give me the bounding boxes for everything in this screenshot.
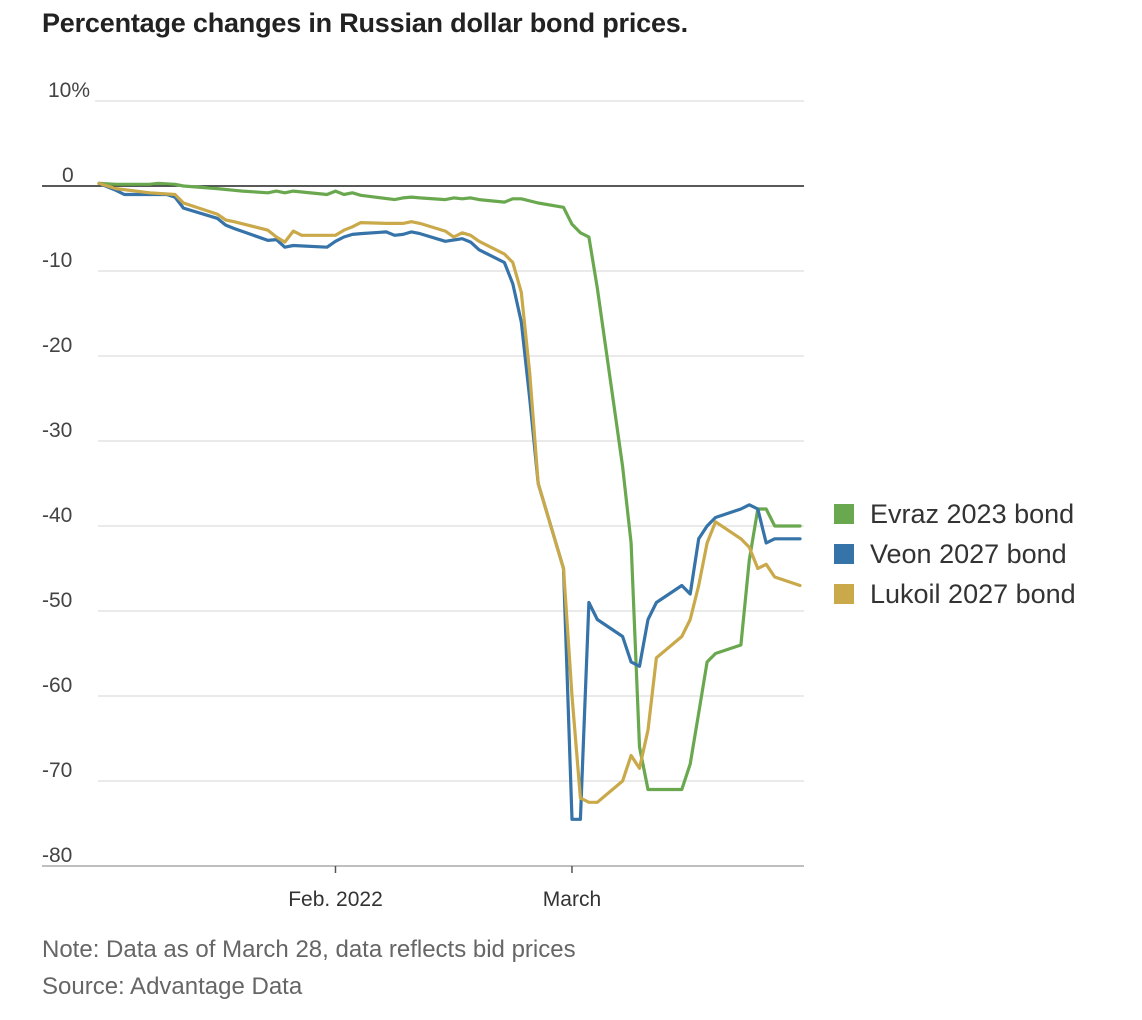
y-tick-label: -60 xyxy=(42,674,72,697)
x-tick-label: March xyxy=(543,888,601,911)
line-chart: 10% 0 -10 -20 -30 -40 -50 -60 -70 -80 Feb. 2022 Ma… xyxy=(42,79,804,911)
y-tick-label: -40 xyxy=(42,504,72,527)
y-tick-label: 0 xyxy=(62,164,74,187)
x-tick-label: Feb. 2022 xyxy=(288,888,383,911)
legend-item-veon: Veon 2027 bond xyxy=(834,534,1076,574)
series-line-evraz xyxy=(97,181,802,792)
legend-swatch-lukoil xyxy=(834,584,854,604)
y-tick-label: -50 xyxy=(42,589,72,612)
chart-title: Percentage changes in Russian dollar bon… xyxy=(42,8,688,38)
legend-label-evraz: Evraz 2023 bond xyxy=(870,498,1075,529)
chart-source: Source: Advantage Data xyxy=(42,973,303,1000)
legend-label-lukoil: Lukoil 2027 bond xyxy=(870,578,1076,609)
y-tick-label: -20 xyxy=(42,334,72,357)
legend-label-veon: Veon 2027 bond xyxy=(870,538,1067,569)
grid-layer xyxy=(42,100,804,867)
y-tick-label: -80 xyxy=(42,844,72,867)
series-line-veon xyxy=(97,181,802,821)
chart-note: Note: Data as of March 28, data reflects… xyxy=(42,936,576,963)
y-tick-label: -10 xyxy=(42,249,72,272)
legend-item-evraz: Evraz 2023 bond xyxy=(834,494,1076,534)
legend-swatch-evraz xyxy=(834,504,854,524)
legend: Evraz 2023 bond Veon 2027 bond Lukoil 20… xyxy=(834,494,1076,614)
y-axis-ticks: 10% 0 -10 -20 -30 -40 -50 -60 -70 -80 xyxy=(42,79,90,867)
series-line-lukoil xyxy=(97,181,802,804)
legend-item-lukoil: Lukoil 2027 bond xyxy=(834,574,1076,614)
x-axis-ticks: Feb. 2022 March xyxy=(288,866,601,911)
legend-swatch-veon xyxy=(834,544,854,564)
y-tick-label: 10% xyxy=(48,79,90,102)
y-tick-label: -30 xyxy=(42,419,72,442)
y-tick-label: -70 xyxy=(42,759,72,782)
series-layer xyxy=(97,181,802,821)
